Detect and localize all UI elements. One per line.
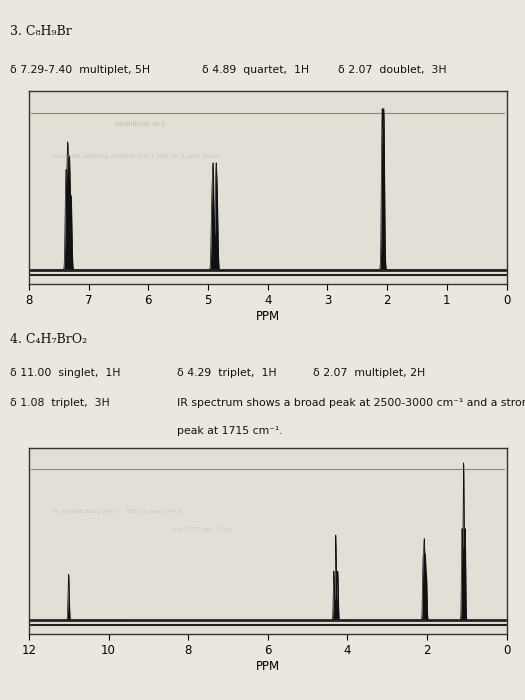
Text: δ 4.89  quartet,  1H: δ 4.89 quartet, 1H [202,65,309,75]
Text: 3. C₈H₉Br: 3. C₈H₉Br [10,25,72,38]
X-axis label: PPM: PPM [256,659,280,673]
Text: peak at 1715 cm⁻¹.: peak at 1715 cm⁻¹. [177,426,282,435]
Text: δ 1.08  triplet,  3H: δ 1.08 triplet, 3H [10,398,110,407]
Text: δ 4.29  triplet,  1H: δ 4.29 triplet, 1H [177,368,277,378]
Text: δ 7.29-7.40  multiplet, 5H: δ 7.29-7.40 multiplet, 5H [10,65,151,75]
Text: multiplet splitting doublet 7Hz 1 pph on 2 ppm scale: multiplet splitting doublet 7Hz 1 pph on… [52,155,218,160]
Text: IR spectrum shows a broad peak at 2500-3000 cm⁻¹ and a strong: IR spectrum shows a broad peak at 2500-3… [177,398,525,407]
Text: amplitude dv1: amplitude dv1 [115,120,165,127]
Text: IR singlet band 2AA J    IRS  Ja ppm (AA J): IR singlet band 2AA J IRS Ja ppm (AA J) [52,509,182,514]
Text: 4. C₄H₇BrO₂: 4. C₄H₇BrO₂ [10,333,88,346]
Text: Am 1187 dbs 15 kv: Am 1187 dbs 15 kv [172,528,233,533]
X-axis label: PPM: PPM [256,309,280,323]
Text: δ 11.00  singlet,  1H: δ 11.00 singlet, 1H [10,368,121,378]
Text: δ 2.07  multiplet, 2H: δ 2.07 multiplet, 2H [313,368,425,378]
Text: δ 2.07  doublet,  3H: δ 2.07 doublet, 3H [338,65,447,75]
